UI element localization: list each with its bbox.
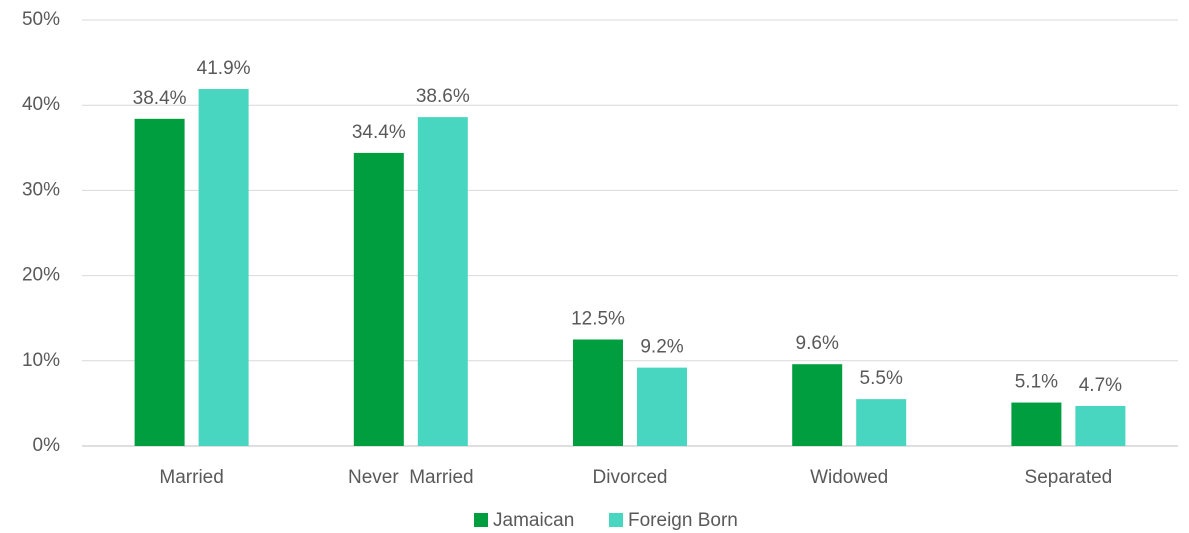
data-label: 9.2%	[640, 337, 683, 358]
bar	[1011, 402, 1062, 446]
legend-label: Foreign Born	[628, 510, 738, 531]
bar	[198, 89, 249, 447]
legend-label: Jamaican	[493, 510, 574, 531]
data-label: 34.4%	[352, 122, 406, 143]
x-tick-label: Widowed	[810, 467, 888, 488]
y-tick-label: 40%	[22, 94, 60, 115]
legend-swatch	[609, 513, 623, 527]
bar	[856, 399, 907, 446]
bar	[637, 367, 687, 446]
y-tick-label: 0%	[33, 435, 61, 456]
bar	[134, 118, 185, 446]
bar	[353, 152, 404, 447]
data-label: 38.6%	[416, 86, 470, 107]
bar	[1075, 405, 1126, 446]
legend-swatch	[474, 513, 488, 527]
bar	[792, 364, 843, 446]
x-tick-label: Never Married	[348, 467, 474, 488]
data-label: 4.7%	[1079, 375, 1122, 396]
bar	[573, 339, 623, 446]
y-tick-label: 50%	[22, 9, 60, 30]
y-tick-label: 10%	[22, 350, 60, 371]
data-label: 38.4%	[133, 88, 187, 109]
x-tick-label: Separated	[1025, 467, 1113, 488]
data-label: 9.6%	[796, 333, 839, 354]
data-label: 5.5%	[860, 368, 903, 389]
y-tick-label: 20%	[22, 265, 60, 286]
x-tick-label: Married	[159, 467, 223, 488]
data-label: 5.1%	[1015, 372, 1058, 393]
bar	[417, 117, 468, 447]
y-tick-label: 30%	[22, 179, 60, 200]
x-tick-label: Divorced	[593, 467, 668, 488]
data-label: 12.5%	[571, 309, 625, 330]
data-label: 41.9%	[197, 58, 251, 79]
